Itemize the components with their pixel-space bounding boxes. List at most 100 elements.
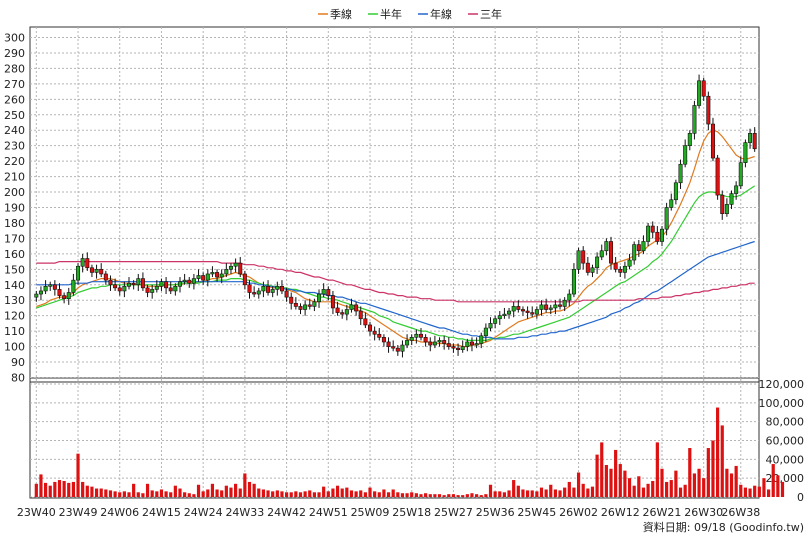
volume-bar	[196, 484, 201, 497]
volume-bar	[706, 448, 710, 497]
volume-bar	[312, 492, 316, 497]
candle-body	[669, 199, 674, 208]
candle-body	[465, 341, 470, 347]
volume-bar	[363, 492, 367, 497]
candle-body	[437, 340, 442, 343]
volume-bar	[400, 493, 405, 497]
candle-body	[710, 123, 715, 159]
volume-bar	[173, 485, 177, 497]
candle-body	[483, 327, 488, 337]
candle-body	[451, 346, 456, 349]
candle-body	[168, 287, 173, 292]
candle-body	[173, 286, 178, 292]
candle-body	[544, 304, 549, 310]
volume-bar	[215, 489, 219, 497]
candle-body	[418, 333, 423, 338]
price-tick-label: 290	[4, 47, 25, 60]
candle-body	[409, 337, 414, 341]
volume-bar	[771, 464, 775, 497]
candle-body	[131, 282, 136, 286]
volume-bar	[169, 492, 173, 497]
x-tick-label: 24W33	[225, 506, 264, 519]
candle-body	[738, 162, 743, 187]
volume-bar	[164, 491, 168, 497]
volume-bar	[720, 425, 724, 497]
candle-body	[289, 296, 294, 304]
price-tick-label: 150	[4, 263, 25, 276]
ma-line-年線	[36, 240, 755, 340]
candle-body	[326, 289, 331, 296]
candle-body	[567, 293, 572, 301]
volume-bar	[595, 454, 599, 497]
candle-body	[627, 259, 632, 267]
volume-bar	[48, 485, 52, 497]
volume-bar	[488, 484, 493, 497]
volume-bar	[266, 490, 270, 497]
volume-bar	[535, 491, 539, 497]
candle-body	[358, 310, 363, 320]
candle-body	[48, 284, 53, 287]
candle-body	[52, 284, 57, 290]
candle-body	[678, 163, 683, 184]
volume-bar	[544, 489, 548, 497]
volume-bar	[521, 489, 525, 497]
candle-body	[585, 262, 590, 273]
candle-body	[344, 309, 349, 315]
volume-bar	[456, 495, 460, 497]
volume-bar	[493, 491, 497, 497]
candle-body	[734, 185, 739, 194]
volume-tick-label: 60,000	[766, 435, 805, 448]
chart-legend: 季線 半年 年線 三年	[318, 7, 502, 21]
candle-body	[89, 267, 94, 273]
candle-body	[127, 282, 132, 287]
price-tick-label: 140	[4, 279, 25, 292]
volume-bar	[90, 486, 94, 497]
x-tick-label: 24W06	[100, 506, 139, 519]
x-tick-label: 23W40	[17, 506, 56, 519]
volume-bar	[525, 490, 530, 497]
volume-bar	[734, 465, 738, 497]
volume-bar	[326, 491, 330, 497]
source-label: 資料日期: 09/18 (Goodinfo.tw)	[643, 520, 804, 534]
candle-body	[442, 340, 447, 344]
candle-body	[293, 303, 298, 307]
volume-bar	[512, 480, 516, 497]
volume-tick-label: 40,000	[766, 453, 805, 466]
candle-body	[164, 281, 169, 289]
volume-bar	[553, 489, 557, 497]
volume-bar	[655, 442, 659, 497]
ma-line-三年	[36, 261, 755, 303]
candle-body	[400, 344, 405, 352]
volume-bar	[475, 494, 479, 497]
volume-bar	[692, 473, 697, 497]
volume-tick-label: 20,000	[766, 472, 805, 485]
candle-body	[215, 272, 220, 278]
volume-bar	[461, 495, 465, 497]
volume-bar	[243, 473, 247, 497]
volume-bar	[391, 489, 395, 497]
x-tick-label: 25W09	[351, 506, 390, 519]
volume-bar	[377, 492, 381, 497]
candle-body	[228, 265, 233, 270]
volume-bar	[646, 483, 650, 497]
candle-body	[252, 292, 257, 295]
volume-bar	[349, 490, 354, 497]
candle-body	[377, 333, 382, 338]
volume-bar	[183, 492, 187, 497]
candle-body	[687, 133, 692, 146]
volume-bar	[697, 468, 701, 497]
x-tick-label: 23W49	[59, 506, 98, 519]
volume-bar	[567, 481, 571, 497]
volume-bar	[437, 494, 442, 497]
candle-body	[673, 182, 678, 201]
volume-bar	[141, 493, 145, 497]
volume-bar	[76, 453, 80, 497]
volume-bar	[627, 478, 632, 497]
x-tick-label: 25W18	[392, 506, 431, 519]
candle-body	[636, 244, 641, 252]
candle-body	[266, 286, 271, 293]
candle-body	[493, 318, 498, 324]
candle-body	[516, 306, 521, 310]
candle-body	[488, 323, 493, 329]
grid-lines	[30, 27, 759, 498]
